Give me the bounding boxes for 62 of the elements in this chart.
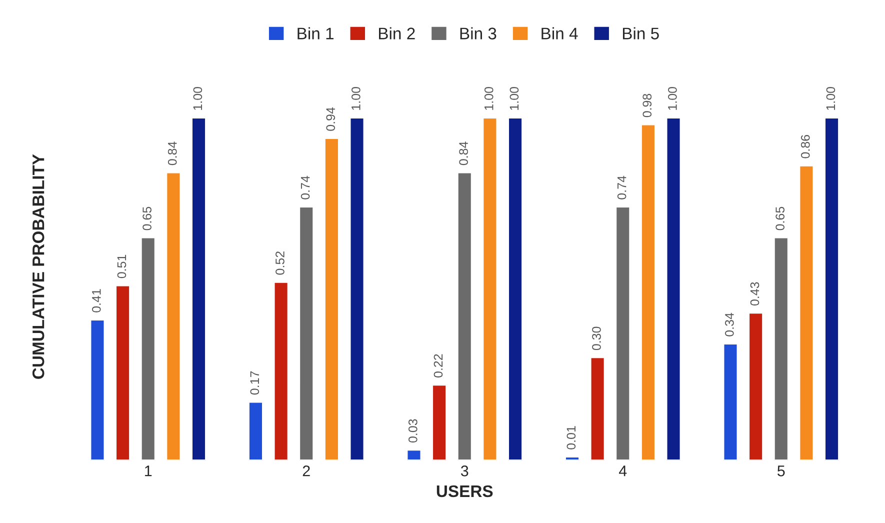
legend-label: Bin 1 [298, 27, 334, 40]
bar [191, 117, 206, 460]
bar [298, 206, 314, 460]
bar [798, 165, 814, 460]
data-label: 1.00 [826, 86, 836, 110]
data-label: 1.00 [510, 86, 519, 110]
bar [722, 343, 738, 460]
x-tick-label: 1 [145, 466, 152, 476]
data-label: 0.41 [92, 289, 101, 312]
data-label: 0.01 [566, 426, 576, 450]
data-label: 0.17 [250, 371, 260, 395]
bar [640, 124, 656, 460]
legend-label: Bin 3 [460, 27, 496, 40]
data-label: 0.51 [117, 254, 126, 278]
bar [824, 117, 840, 460]
bar [273, 281, 289, 460]
bar [615, 206, 631, 460]
bar [456, 172, 472, 460]
data-label: 0.03 [408, 419, 418, 443]
bar [564, 456, 580, 460]
x-tick-label: 3 [460, 466, 468, 476]
x-tick-label: 2 [302, 466, 310, 476]
data-label: 0.84 [459, 142, 468, 166]
bar [590, 356, 606, 460]
data-label: 1.00 [484, 86, 494, 110]
data-label: 0.22 [434, 354, 443, 378]
legend-label: Bin 4 [542, 27, 578, 40]
data-label: 0.65 [776, 206, 784, 230]
bar [115, 284, 130, 460]
data-label: 0.65 [142, 206, 152, 230]
legend-label: Bin 5 [622, 27, 659, 40]
bar [166, 172, 182, 460]
y-axis-title: CUMULATIVE PROBABILITY [32, 154, 44, 379]
data-label: 0.34 [724, 312, 734, 336]
bar [482, 117, 498, 460]
bar [748, 312, 764, 460]
bar [349, 117, 365, 460]
data-label: 1.00 [668, 86, 677, 110]
bar [324, 138, 340, 460]
bar [432, 384, 447, 460]
bar [666, 117, 682, 460]
data-label: 0.94 [326, 107, 336, 131]
data-label: 0.74 [617, 176, 626, 200]
data-label: 0.98 [642, 94, 652, 118]
data-label: 1.00 [193, 86, 202, 110]
x-tick-label: 5 [777, 466, 785, 476]
data-label: 1.00 [352, 86, 360, 110]
bar [406, 449, 422, 460]
bar [248, 401, 264, 460]
data-label: 0.52 [276, 251, 284, 275]
data-label: 0.74 [300, 176, 310, 200]
x-axis-title: USERS [436, 485, 493, 498]
data-label: 0.43 [750, 282, 760, 306]
bar [773, 236, 789, 460]
data-label: 0.84 [168, 142, 177, 166]
legend-label: Bin 2 [379, 27, 415, 40]
bar [508, 117, 523, 460]
x-tick-label: 4 [618, 466, 627, 476]
bar [90, 319, 106, 460]
data-label: 0.30 [592, 326, 601, 350]
data-label: 0.86 [800, 134, 810, 158]
bar [140, 236, 156, 460]
